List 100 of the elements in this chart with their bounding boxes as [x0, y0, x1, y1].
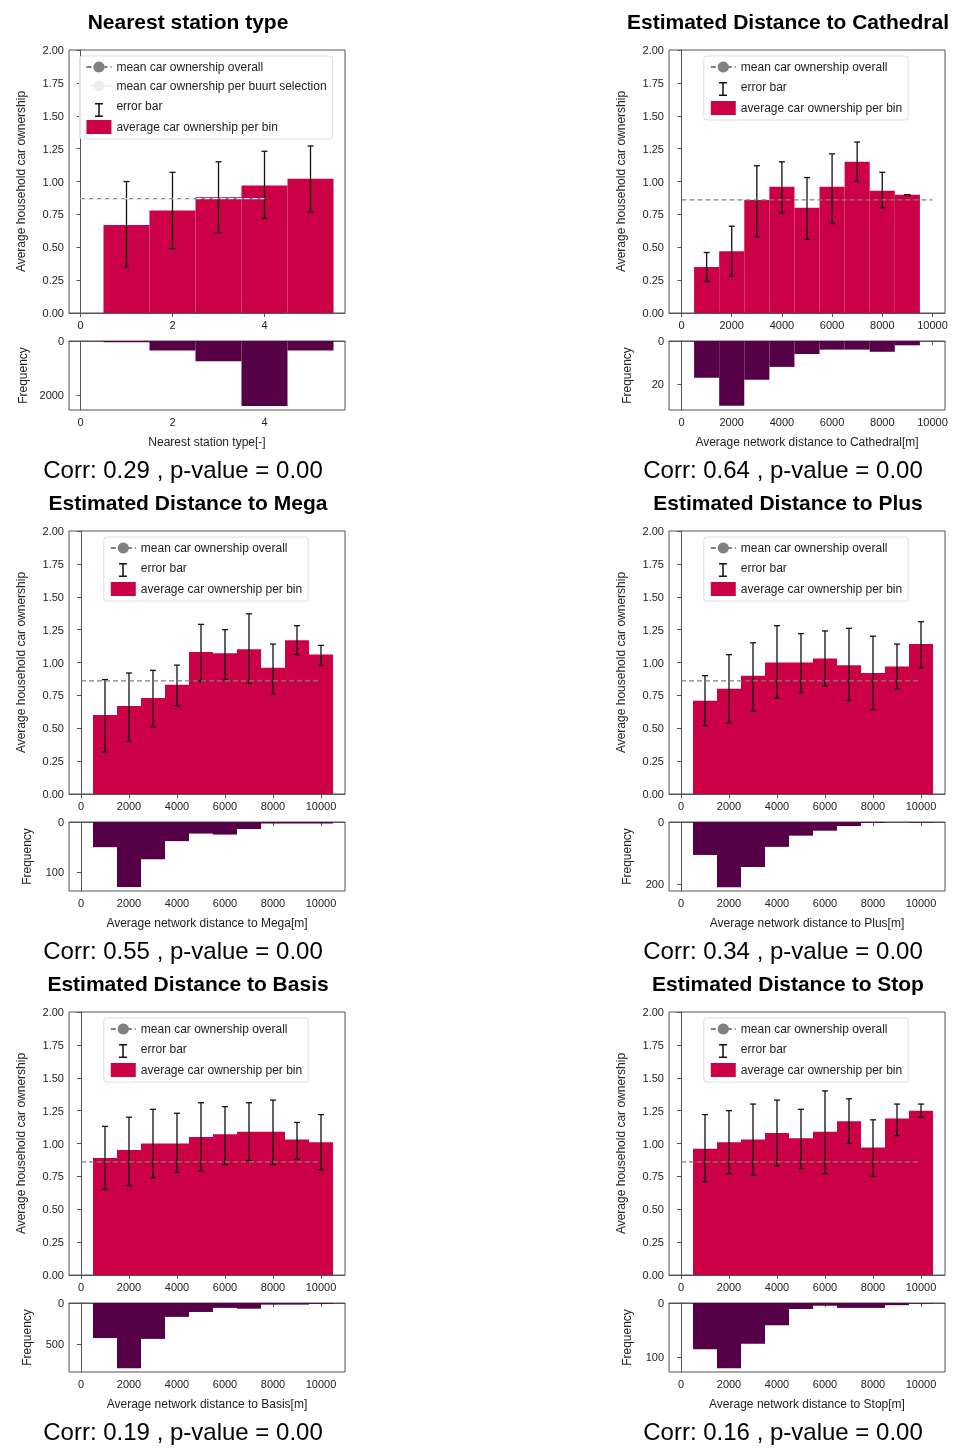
y-tick-label: 0.75	[42, 1170, 64, 1183]
x-tick-label: 2000	[116, 799, 142, 812]
legend-label: average car ownership per bin	[740, 582, 903, 596]
y-tick-label: 2.00	[42, 1006, 64, 1018]
y-tick-label: 1.00	[42, 1137, 64, 1150]
text: Corr: 0.16 , p-value = 0.00	[643, 1417, 923, 1445]
y-tick-label: 1.25	[42, 1104, 64, 1117]
y-tick-label: 2.00	[642, 525, 664, 537]
x-tick-label: 2000	[716, 799, 742, 812]
y-tick-label: 100	[645, 1351, 664, 1364]
x-tick-label: 4	[261, 318, 268, 331]
x-tick-label: 10000	[305, 896, 337, 909]
x-tick-label: 10000	[917, 415, 948, 428]
legend-label: average car ownership per bin	[140, 1063, 303, 1077]
x-tick-label: 4	[261, 415, 268, 428]
y-tick-label: 0.00	[642, 1269, 664, 1281]
y-tick-label: 0.25	[642, 755, 664, 768]
text: Corr: 0.64 , p-value = 0.00	[643, 455, 923, 483]
x-axis-title: Average network distance to Plus[m]	[709, 916, 905, 930]
chart-title: Estimated Distance to Plus	[653, 491, 923, 514]
text: Corr: 0.19 , p-value = 0.00	[43, 1417, 323, 1445]
y-tick-label: 20	[651, 378, 664, 391]
x-tick-label: 4000	[764, 1280, 790, 1293]
y-tick-label: 1.50	[42, 109, 64, 122]
y-tick-label: 1.00	[642, 656, 664, 669]
y-axis-title: Frequency	[15, 347, 30, 404]
x-tick-label: 0	[77, 799, 85, 812]
y-axis-title: Average household car ownership	[14, 1052, 28, 1235]
x-tick-label: 2000	[116, 1377, 142, 1390]
y-tick-label: 500	[45, 1337, 64, 1350]
x-tick-label: 10000	[305, 1280, 337, 1293]
x-tick-label: 10000	[905, 896, 937, 909]
y-tick-label: 1.25	[642, 1104, 664, 1117]
x-tick-label: 6000	[812, 896, 838, 909]
y-axis-title: Frequency	[620, 1309, 634, 1366]
y-tick-label: 1.25	[42, 142, 64, 155]
legend-label: average car ownership per bin	[116, 120, 278, 134]
y-axis-title: Average household car ownership	[14, 571, 28, 754]
x-tick-label: 2	[169, 415, 176, 428]
y-tick-label: 0.25	[42, 274, 64, 287]
y-tick-label: 0.00	[642, 307, 664, 319]
chart-title: Estimated Distance to Stop	[652, 972, 924, 995]
x-axis-title: Average network distance to Basis[m]	[106, 1397, 308, 1411]
x-tick-label: 4000	[164, 896, 190, 909]
x-tick-label: 0	[77, 896, 85, 909]
y-tick-label: 0.00	[42, 788, 64, 800]
chart-title: Estimated Distance to Basis	[47, 972, 329, 995]
x-tick-label: 0	[77, 1377, 85, 1390]
x-tick-label: 10000	[305, 799, 337, 812]
y-tick-label: 1.50	[642, 1071, 664, 1084]
legend-label: mean car ownership overall	[140, 541, 288, 555]
y-tick-label: 1.50	[42, 590, 64, 603]
x-tick-label: 0	[677, 1280, 685, 1293]
annotation: error bar	[116, 99, 163, 113]
annotation: error bar	[740, 80, 787, 94]
legend-label: mean car ownership per buurt selection	[116, 79, 327, 93]
x-tick-label: 0	[77, 1280, 85, 1293]
annotation: error bar	[740, 561, 787, 575]
y-tick-label: 1.00	[42, 656, 64, 669]
y-tick-label: 100	[45, 866, 64, 879]
y-tick-label: 2.00	[642, 44, 664, 56]
chart-title: Estimated Distance to Cathedral	[626, 10, 950, 33]
y-tick-label: 0.25	[42, 1236, 64, 1249]
y-axis-title: Average household car ownership	[614, 90, 628, 273]
x-tick-label: 8000	[870, 415, 895, 428]
x-tick-label: 6000	[212, 896, 238, 909]
x-tick-label: 0	[77, 318, 84, 331]
y-axis-title: Frequency	[20, 828, 34, 885]
y-tick-label: 0.50	[642, 1203, 664, 1216]
y-tick-label: 1.75	[42, 76, 64, 89]
legend-label: average car ownership per bin	[740, 1063, 903, 1077]
x-tick-label: 10000	[905, 1377, 937, 1390]
x-tick-label: 6000	[212, 1377, 238, 1390]
x-axis-title: Average network distance to Mega[m]	[106, 916, 308, 930]
y-tick-label: 0.50	[642, 722, 664, 735]
y-tick-label: 0.75	[42, 208, 64, 221]
text: Corr: 0.34 , p-value = 0.00	[643, 936, 923, 964]
y-tick-label: 0.75	[642, 1170, 664, 1183]
x-tick-label: 8000	[260, 1377, 286, 1390]
x-tick-label: 2000	[719, 415, 744, 428]
x-tick-label: 6000	[212, 1280, 238, 1293]
x-tick-label: 4000	[764, 799, 790, 812]
annotation: error bar	[140, 561, 187, 575]
x-tick-label: 6000	[819, 415, 845, 428]
y-tick-label: 0	[657, 1297, 664, 1309]
y-tick-label: 0	[57, 816, 64, 828]
x-tick-label: 8000	[260, 896, 286, 909]
y-tick-label: 1.75	[642, 1038, 664, 1051]
x-tick-label: 2000	[716, 1280, 742, 1293]
x-tick-label: 8000	[860, 1377, 886, 1390]
x-tick-label: 4000	[764, 896, 790, 909]
y-tick-label: 1.75	[642, 76, 664, 89]
annotation: error bar	[740, 1042, 787, 1056]
y-tick-label: 1.25	[42, 623, 64, 636]
x-tick-label: 8000	[860, 896, 886, 909]
y-tick-label: 0	[57, 1297, 64, 1309]
y-tick-label: 0.50	[642, 241, 664, 254]
x-tick-label: 10000	[305, 1377, 337, 1390]
y-tick-label: 2.00	[42, 44, 64, 56]
y-tick-label: 0.50	[42, 1203, 64, 1216]
